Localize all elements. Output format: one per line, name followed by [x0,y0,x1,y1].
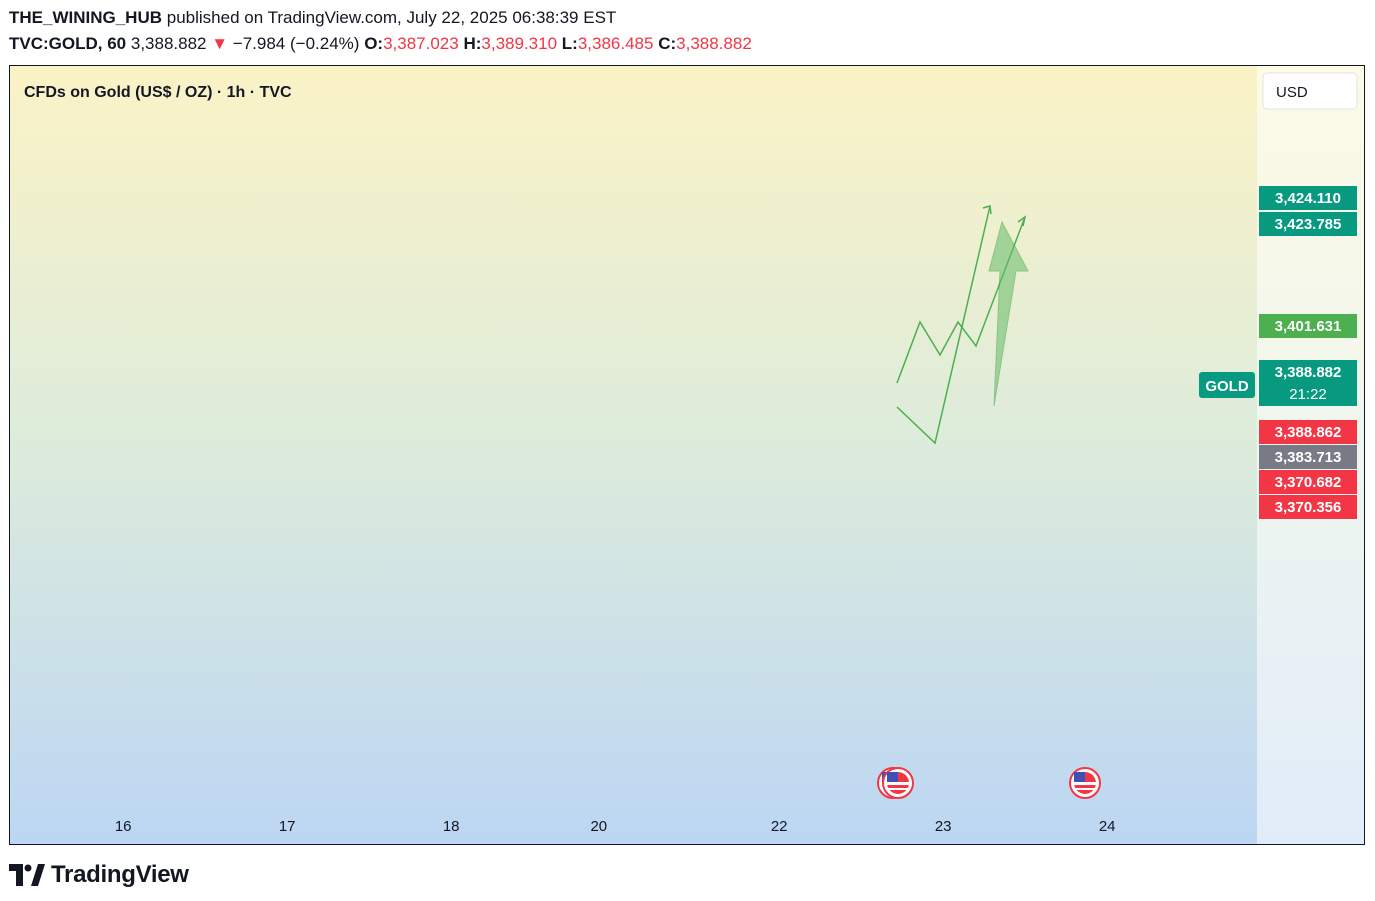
author-name[interactable]: THE_WINING_HUB [9,8,163,27]
close-label: C: [658,34,677,53]
symbol-tag-label: GOLD [1205,378,1248,395]
price-badge [1259,360,1357,406]
chart-frame[interactable]: CFDs on Gold (US$ / OZ) · 1h · TVCUSDSup… [9,65,1365,845]
projection-arrowhead-1 [1017,215,1027,227]
price-badge-label: 3,401.631 [1275,318,1342,335]
x-tick-label: 18 [443,818,460,835]
price-badge [1259,186,1357,210]
price-badge [1259,314,1357,338]
last-price: 3,388.882 [130,34,207,53]
price-badge-label: 3,423.785 [1275,216,1342,233]
tradingview-brand[interactable]: TradingView [9,860,189,890]
high-value: 3,389.310 [481,34,558,53]
open-value: 3,387.023 [383,34,459,53]
publish-info: published on TradingView.com, July 22, 2… [166,8,617,27]
projection-path-1 [896,216,1026,384]
price-chart[interactable]: CFDs on Gold (US$ / OZ) · 1h · TVCUSDSup… [10,66,1364,844]
x-tick-label: 20 [590,818,607,835]
price-badge [1259,420,1357,444]
low-label: L: [561,34,578,53]
projection-arrowhead-2 [982,205,992,215]
price-badge [1259,495,1357,519]
low-value: 3,386.485 [577,34,654,53]
price-badge [1259,212,1357,236]
currency-label[interactable]: USD [1276,84,1308,101]
us-event-flag-icon[interactable] [1069,767,1101,799]
projection-path-2 [896,205,991,445]
x-tick-label: 16 [115,818,132,835]
price-badge [1259,470,1357,494]
big-up-arrow [988,220,1029,407]
chart-background [10,66,1364,844]
x-tick-label: 24 [1099,818,1116,835]
us-event-flag-icon[interactable] [882,767,914,799]
price-badge-label: 3,388.862 [1275,424,1342,441]
price-badge-label: 3,370.682 [1275,474,1342,491]
price-badge-label: 3,370.356 [1275,499,1342,516]
currency-button[interactable] [1262,72,1358,110]
price-badge-label: 3,424.110 [1275,190,1341,207]
x-tick-label: 23 [935,818,952,835]
price-change: −7.984 (−0.24%) [232,34,360,53]
price-badge-label: 3,388.882 [1275,364,1342,381]
tradingview-wordmark: TradingView [51,861,189,888]
price-badge-countdown: 21:22 [1289,386,1327,403]
price-badge-label: 3,383.713 [1275,449,1342,466]
x-tick-label: 22 [771,818,788,835]
open-label: O: [364,34,384,53]
change-arrow-icon: ▼ [211,34,229,53]
symbol-tag [1199,372,1255,398]
high-label: H: [463,34,482,53]
publish-line: THE_WINING_HUB published on TradingView.… [9,8,616,28]
close-value: 3,388.882 [676,34,752,53]
ohlc-line: TVC:GOLD, 60 3,388.882 ▼ −7.984 (−0.24%)… [9,34,752,54]
symbol-label: TVC:GOLD, 60 [9,34,127,53]
tradingview-logo-icon [9,864,45,886]
price-badge [1259,445,1357,469]
chart-title: CFDs on Gold (US$ / OZ) · 1h · TVC [24,84,292,101]
x-tick-label: 17 [279,818,296,835]
